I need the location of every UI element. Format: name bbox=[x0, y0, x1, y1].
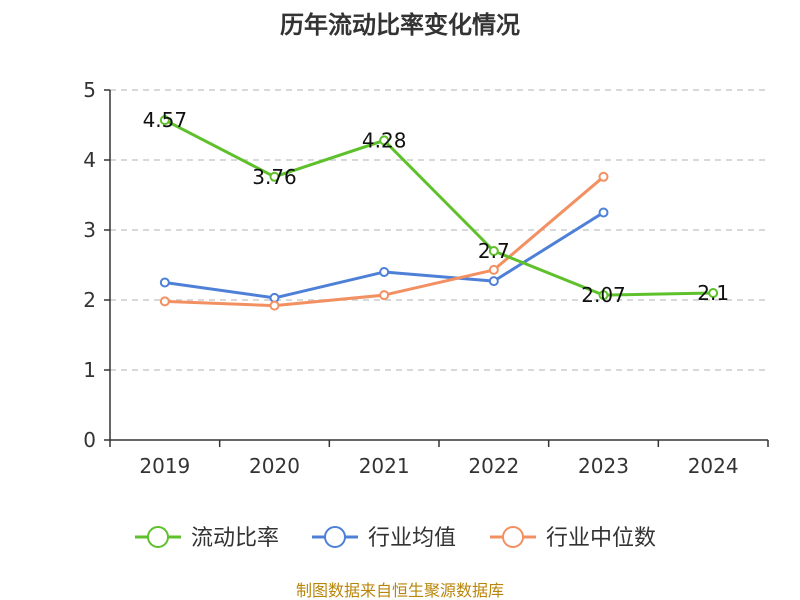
data-point bbox=[379, 290, 390, 301]
data-point bbox=[379, 135, 390, 146]
data-point bbox=[269, 300, 280, 311]
x-tick-label: 2023 bbox=[578, 454, 629, 478]
data-point bbox=[488, 276, 499, 287]
y-tick-label: 1 bbox=[83, 358, 96, 382]
data-point bbox=[598, 171, 609, 182]
legend-marker bbox=[324, 526, 346, 548]
legend-label: 行业均值 bbox=[368, 526, 456, 551]
data-point bbox=[708, 288, 719, 298]
x-tick-label: 2024 bbox=[688, 454, 739, 478]
y-tick-label: 5 bbox=[83, 78, 96, 102]
x-tick-label: 2020 bbox=[249, 454, 300, 478]
series-line bbox=[164, 211, 605, 300]
series-line bbox=[164, 118, 714, 297]
y-tick-label: 0 bbox=[83, 428, 96, 452]
x-tick-label: 2019 bbox=[139, 454, 190, 478]
series-lines bbox=[159, 115, 719, 311]
data-label: 2.1 bbox=[697, 281, 729, 305]
data-point bbox=[159, 115, 170, 126]
legend-marker bbox=[502, 526, 524, 548]
axes: 0 1 2 3 4 5 2019 2020 2021 2022 2023 2024 bbox=[83, 78, 769, 478]
data-label: 4.28 bbox=[362, 128, 407, 152]
data-point bbox=[598, 290, 609, 301]
data-labels: 4.57 3.76 4.28 2.7 2.07 2.1 bbox=[143, 108, 730, 307]
legend: 流动比率 行业均值 行业中位数 bbox=[135, 526, 656, 551]
y-tick-label: 2 bbox=[83, 288, 96, 312]
data-point bbox=[159, 296, 170, 307]
data-point bbox=[598, 207, 609, 218]
x-tick-label: 2021 bbox=[359, 454, 410, 478]
source-note: 制图数据来自恒生聚源数据库 bbox=[296, 581, 504, 600]
series-line bbox=[164, 175, 605, 308]
x-tick-label: 2022 bbox=[468, 454, 519, 478]
data-label: 2.07 bbox=[581, 283, 626, 307]
chart-title: 历年流动比率变化情况 bbox=[280, 11, 520, 39]
data-point bbox=[488, 264, 499, 275]
legend-marker bbox=[147, 526, 169, 548]
gridlines bbox=[110, 89, 768, 371]
data-point bbox=[159, 277, 170, 288]
data-point bbox=[488, 246, 499, 256]
data-label: 2.7 bbox=[478, 239, 510, 263]
data-point bbox=[269, 171, 280, 182]
data-label: 3.76 bbox=[252, 165, 297, 189]
legend-label: 流动比率 bbox=[191, 526, 279, 551]
legend-label: 行业中位数 bbox=[546, 526, 656, 551]
data-point bbox=[379, 267, 390, 277]
y-tick-label: 3 bbox=[83, 218, 96, 242]
y-tick-label: 4 bbox=[83, 148, 96, 172]
data-label: 4.57 bbox=[143, 108, 188, 132]
